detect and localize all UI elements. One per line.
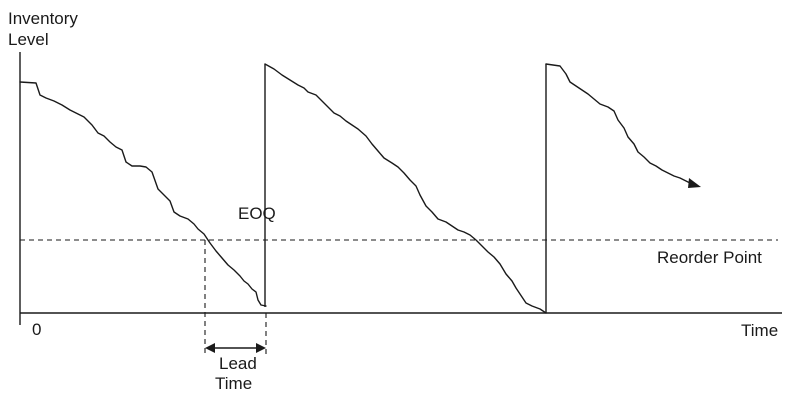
inventory-cycle-3	[545, 63, 693, 185]
reorder-point-label: Reorder Point	[657, 248, 762, 267]
trend-arrowhead	[688, 178, 701, 188]
eoq-label: EOQ	[238, 204, 276, 223]
y-axis-label-line2: Level	[8, 30, 49, 49]
lead-time-label-line1: Lead	[219, 354, 257, 373]
lead-time-arrowhead-left	[205, 343, 215, 353]
inventory-cycle-2	[264, 63, 547, 314]
origin-label: 0	[32, 320, 41, 339]
lead-time-label-line2: Time	[215, 374, 252, 393]
lead-time-arrowhead-right	[256, 343, 266, 353]
inventory-cycle-1	[19, 81, 267, 307]
y-axis-label-line1: Inventory	[8, 9, 78, 28]
x-axis-label: Time	[741, 321, 778, 340]
